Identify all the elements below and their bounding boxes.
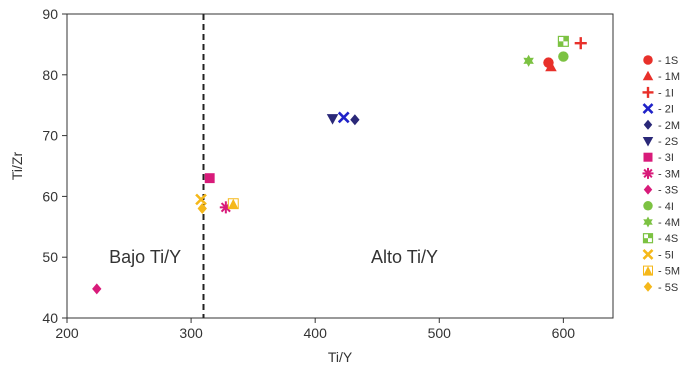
legend-label: - 1I (658, 87, 674, 99)
legend-item-1m: - 1M (642, 70, 680, 83)
legend-marker (643, 152, 653, 162)
data-point-2m (350, 114, 360, 126)
data-point-5m (227, 198, 239, 210)
legend-item-2m: - 2M (643, 119, 680, 132)
legend-label: - 2S (658, 136, 678, 148)
annotation-high-ti-y: Alto Ti/Y (371, 247, 438, 267)
legend-label: - 4S (658, 233, 678, 245)
data-point-4s (557, 35, 569, 47)
legend-label: - 5M (658, 266, 680, 278)
annotation-low-ti-y: Bajo Ti/Y (109, 247, 181, 267)
legend-item-2s: - 2S (642, 136, 678, 148)
legend-label: - 1S (658, 55, 678, 67)
legend-item-5s: - 5S (643, 281, 678, 294)
legend-item-5i: - 5I (642, 248, 674, 261)
legend-label: - 5I (658, 249, 674, 261)
x-axis-title: Ti/Y (328, 349, 353, 365)
plot-area (66, 13, 614, 319)
data-point-1m (545, 60, 557, 72)
y-axis-title: Ti/Zr (9, 152, 25, 181)
legend-label: - 3S (658, 185, 678, 197)
legend-marker (643, 55, 653, 65)
legend-item-4i: - 4I (643, 201, 674, 213)
y-tick-label: 60 (42, 188, 58, 204)
legend-item-3i: - 3I (643, 152, 674, 164)
data-point-5s (197, 203, 207, 215)
legend-label: - 2I (658, 104, 674, 116)
y-tick-label: 80 (42, 67, 58, 83)
legend-marker (643, 184, 653, 195)
legend-item-3s: - 3S (643, 184, 678, 197)
data-point-1i (574, 37, 587, 50)
legend-item-1s: - 1S (643, 55, 678, 67)
legend-marker (643, 119, 653, 130)
data-point-4i (558, 51, 569, 62)
legend-label: - 2M (658, 120, 680, 132)
legend-marker (642, 233, 654, 244)
legend-item-4s: - 4S (642, 233, 678, 245)
legend: - 1S - 1M - 1I - 2I - 2M - 2S - 3I - 3M - 3S - 4I… (642, 55, 680, 294)
x-tick-label: 600 (552, 325, 576, 341)
legend-marker (643, 265, 653, 276)
data-point-3s (92, 283, 102, 295)
legend-item-1i: - 1I (642, 86, 674, 99)
legend-label: - 3I (658, 152, 674, 164)
legend-label: - 4M (658, 217, 680, 229)
legend-item-5m: - 5M (643, 265, 680, 278)
legend-label: - 3M (658, 168, 680, 180)
data-point-2s (326, 114, 339, 125)
legend-marker (642, 103, 654, 115)
legend-marker (642, 86, 654, 98)
data-point-5i (195, 193, 207, 206)
legend-marker (643, 201, 653, 211)
legend-marker (643, 281, 653, 292)
y-tick-label: 50 (42, 249, 58, 265)
legend-label: - 1M (658, 71, 680, 83)
x-tick-label: 200 (55, 325, 79, 341)
legend-marker (642, 137, 654, 147)
x-tick-label: 500 (428, 325, 452, 341)
legend-marker (642, 248, 654, 260)
legend-marker (643, 216, 653, 228)
legend-item-3m: - 3M (642, 167, 680, 180)
x-tick-label: 400 (304, 325, 328, 341)
data-point-4m (523, 54, 534, 67)
legend-label: - 4I (658, 201, 674, 213)
legend-marker (642, 70, 654, 81)
legend-marker (642, 167, 654, 179)
y-tick-label: 70 (42, 128, 58, 144)
legend-item-2i: - 2I (642, 103, 674, 116)
legend-item-4m: - 4M (643, 216, 680, 229)
legend-label: - 5S (658, 282, 678, 294)
y-tick-label: 90 (42, 6, 58, 22)
y-tick-label: 40 (42, 310, 58, 326)
x-tick-label: 300 (179, 325, 203, 341)
data-point-2i (337, 111, 350, 124)
data-point-3i (204, 173, 215, 184)
